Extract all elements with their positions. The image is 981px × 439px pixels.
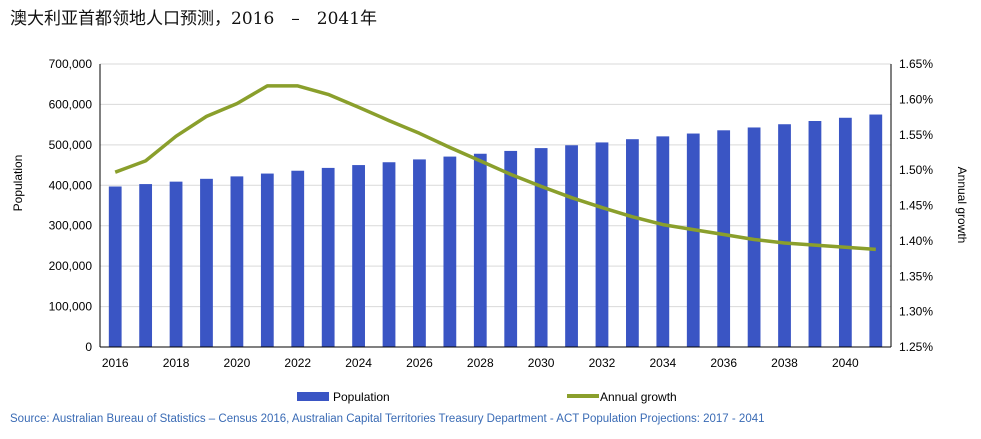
bar xyxy=(717,130,731,347)
y2-tick-label: 1.30% xyxy=(899,305,933,319)
bar xyxy=(504,150,518,347)
bar xyxy=(443,156,457,347)
x-tick-label: 2020 xyxy=(224,356,251,370)
y-tick-label: 200,000 xyxy=(49,259,93,273)
y-tick-label: 700,000 xyxy=(49,57,93,71)
y2-tick-label: 1.65% xyxy=(899,57,933,71)
bar xyxy=(565,145,578,347)
y-tick-label: 500,000 xyxy=(49,138,93,152)
bar xyxy=(869,114,883,348)
y2-tick-label: 1.50% xyxy=(899,163,933,177)
bar xyxy=(473,153,487,347)
y-tick-label: 600,000 xyxy=(49,97,93,111)
bar xyxy=(382,162,396,347)
x-tick-label: 2030 xyxy=(528,356,555,370)
chart-title: 澳大利亚首都领地人口预测，2016 – 2041年 xyxy=(10,9,378,29)
bar xyxy=(747,127,761,347)
y2-axis-title: Annual growth xyxy=(955,167,969,244)
bar xyxy=(321,167,335,347)
y2-tick-label: 1.55% xyxy=(899,128,933,142)
x-tick-label: 2038 xyxy=(771,356,798,370)
y2-tick-label: 1.25% xyxy=(899,340,933,354)
bar xyxy=(200,178,213,347)
bar xyxy=(139,184,153,347)
legend-label-growth: Annual growth xyxy=(600,390,677,404)
x-tick-label: 2036 xyxy=(710,356,737,370)
bar xyxy=(260,173,274,347)
x-tick-label: 2018 xyxy=(163,356,190,370)
legend: Population Annual growth xyxy=(297,390,677,404)
legend-swatch-growth xyxy=(567,394,599,398)
bar xyxy=(413,159,426,347)
x-tick-label: 2028 xyxy=(467,356,494,370)
bar xyxy=(808,121,822,347)
bar xyxy=(169,181,183,347)
y2-tick-label: 1.60% xyxy=(899,92,933,106)
y2-tick-label: 1.45% xyxy=(899,199,933,213)
x-tick-label: 2024 xyxy=(345,356,372,370)
bar xyxy=(230,176,244,347)
growth-line xyxy=(114,84,876,252)
y2-tick-label: 1.40% xyxy=(899,234,933,248)
y-tick-label: 0 xyxy=(85,340,92,354)
legend-label-population: Population xyxy=(333,390,390,404)
legend-swatch-population xyxy=(297,392,329,401)
y-tick-label: 100,000 xyxy=(49,300,93,314)
y-tick-label: 300,000 xyxy=(49,219,93,233)
x-tick-label: 2022 xyxy=(284,356,311,370)
y-tick-label: 400,000 xyxy=(49,178,93,192)
bar xyxy=(656,136,670,347)
x-tick-label: 2034 xyxy=(649,356,676,370)
bar xyxy=(686,133,700,347)
bar xyxy=(534,148,548,347)
x-tick-label: 2016 xyxy=(102,356,129,370)
x-tick-label: 2040 xyxy=(832,356,859,370)
bar xyxy=(626,139,639,347)
bar xyxy=(778,124,791,347)
bar xyxy=(108,186,122,347)
bar xyxy=(352,165,365,347)
y2-tick-label: 1.35% xyxy=(899,269,933,283)
source-note: Source: Australian Bureau of Statistics … xyxy=(10,413,765,425)
x-tick-label: 2026 xyxy=(406,356,433,370)
y-axis-title: Population xyxy=(11,155,25,212)
bar xyxy=(838,117,852,348)
bar xyxy=(291,170,305,347)
bar xyxy=(595,142,609,347)
x-tick-label: 2032 xyxy=(589,356,616,370)
